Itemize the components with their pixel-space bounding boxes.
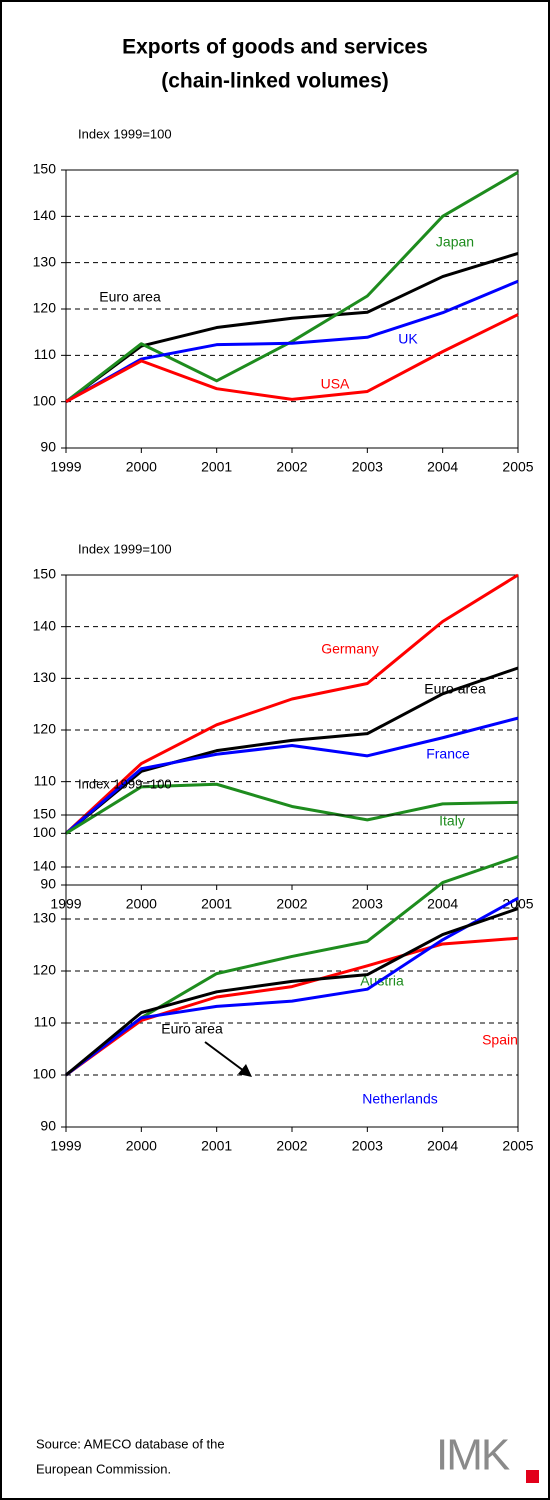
x-tick-label: 2005 <box>502 1138 533 1154</box>
series-line <box>65 313 519 403</box>
y-tick-label: 140 <box>33 207 57 223</box>
series-line <box>65 896 519 1077</box>
series-label: Euro area <box>424 681 486 697</box>
y-tick-label: 130 <box>33 253 57 269</box>
y-tick-label: 110 <box>34 772 57 788</box>
series-line <box>65 936 519 1077</box>
x-tick-label: 2001 <box>201 1138 232 1154</box>
series-label: Italy <box>439 813 465 829</box>
x-tick-label: 2003 <box>352 896 383 912</box>
x-tick-label: 2004 <box>427 1138 458 1154</box>
y-axis-label: Index 1999=100 <box>78 126 172 141</box>
x-tick-label: 2001 <box>201 459 232 475</box>
series-label: Japan <box>436 234 474 250</box>
y-tick-label: 150 <box>33 566 57 582</box>
title-line: Exports of goods and services <box>122 36 428 59</box>
y-tick-label: 150 <box>33 161 57 177</box>
y-tick-label: 120 <box>33 962 57 978</box>
y-tick-label: 120 <box>33 721 57 737</box>
series-label: USA <box>321 376 350 392</box>
x-tick-label: 2003 <box>352 459 383 475</box>
logo: IMK <box>436 1431 510 1480</box>
y-tick-label: 90 <box>40 1118 56 1134</box>
x-tick-label: 2002 <box>276 1138 307 1154</box>
plot-frame <box>65 169 519 449</box>
series-line <box>65 171 519 403</box>
logo-square <box>526 1470 539 1483</box>
x-tick-label: 2003 <box>352 1138 383 1154</box>
series-line <box>64 573 519 835</box>
y-tick-label: 90 <box>40 876 56 892</box>
y-tick-label: 120 <box>33 300 57 316</box>
series-label: Euro area <box>99 289 161 305</box>
series-line <box>65 666 519 835</box>
series-label: Netherlands <box>362 1091 438 1107</box>
x-tick-label: 2004 <box>427 459 458 475</box>
y-tick-label: 110 <box>34 346 57 362</box>
x-tick-label: 2001 <box>201 896 232 912</box>
arrow-head <box>238 1064 252 1077</box>
y-tick-label: 100 <box>33 824 57 840</box>
x-tick-label: 1999 <box>50 459 81 475</box>
title-line: (chain-linked volumes) <box>161 70 389 93</box>
series-label: Germany <box>321 641 379 657</box>
series-label: France <box>426 746 470 762</box>
y-tick-label: 90 <box>40 439 56 455</box>
y-tick-label: 140 <box>33 617 57 633</box>
x-tick-label: 2000 <box>126 459 157 475</box>
x-tick-label: 2002 <box>276 459 307 475</box>
y-tick-label: 130 <box>33 669 57 685</box>
y-tick-label: 100 <box>33 392 57 408</box>
y-tick-label: 110 <box>34 1014 57 1030</box>
y-tick-label: 100 <box>33 1066 57 1082</box>
series-label: Spain <box>482 1032 518 1048</box>
series-label: Euro area <box>161 1021 223 1037</box>
series-line <box>65 251 519 403</box>
x-tick-label: 2002 <box>276 896 307 912</box>
x-tick-label: 2000 <box>126 1138 157 1154</box>
series-line <box>65 279 519 403</box>
x-tick-label: 2005 <box>502 459 533 475</box>
y-axis-label: Index 1999=100 <box>78 541 172 556</box>
series-line <box>65 907 519 1077</box>
y-tick-label: 130 <box>33 910 57 926</box>
series-line <box>65 782 519 835</box>
x-tick-label: 2004 <box>427 896 458 912</box>
y-axis-label: Index 1999=100 <box>78 776 172 791</box>
source-line: Source: AMECO database of the <box>36 1436 225 1451</box>
series-label: UK <box>398 331 418 347</box>
series-line <box>65 716 519 835</box>
x-tick-label: 2000 <box>126 896 157 912</box>
plot-frame <box>65 814 519 1128</box>
y-tick-label: 140 <box>33 858 57 874</box>
arrow-shaft <box>204 1041 249 1075</box>
y-tick-label: 150 <box>33 806 57 822</box>
plot-frame <box>65 574 519 886</box>
source-line: European Commission. <box>36 1461 171 1476</box>
x-tick-label: 1999 <box>50 1138 81 1154</box>
